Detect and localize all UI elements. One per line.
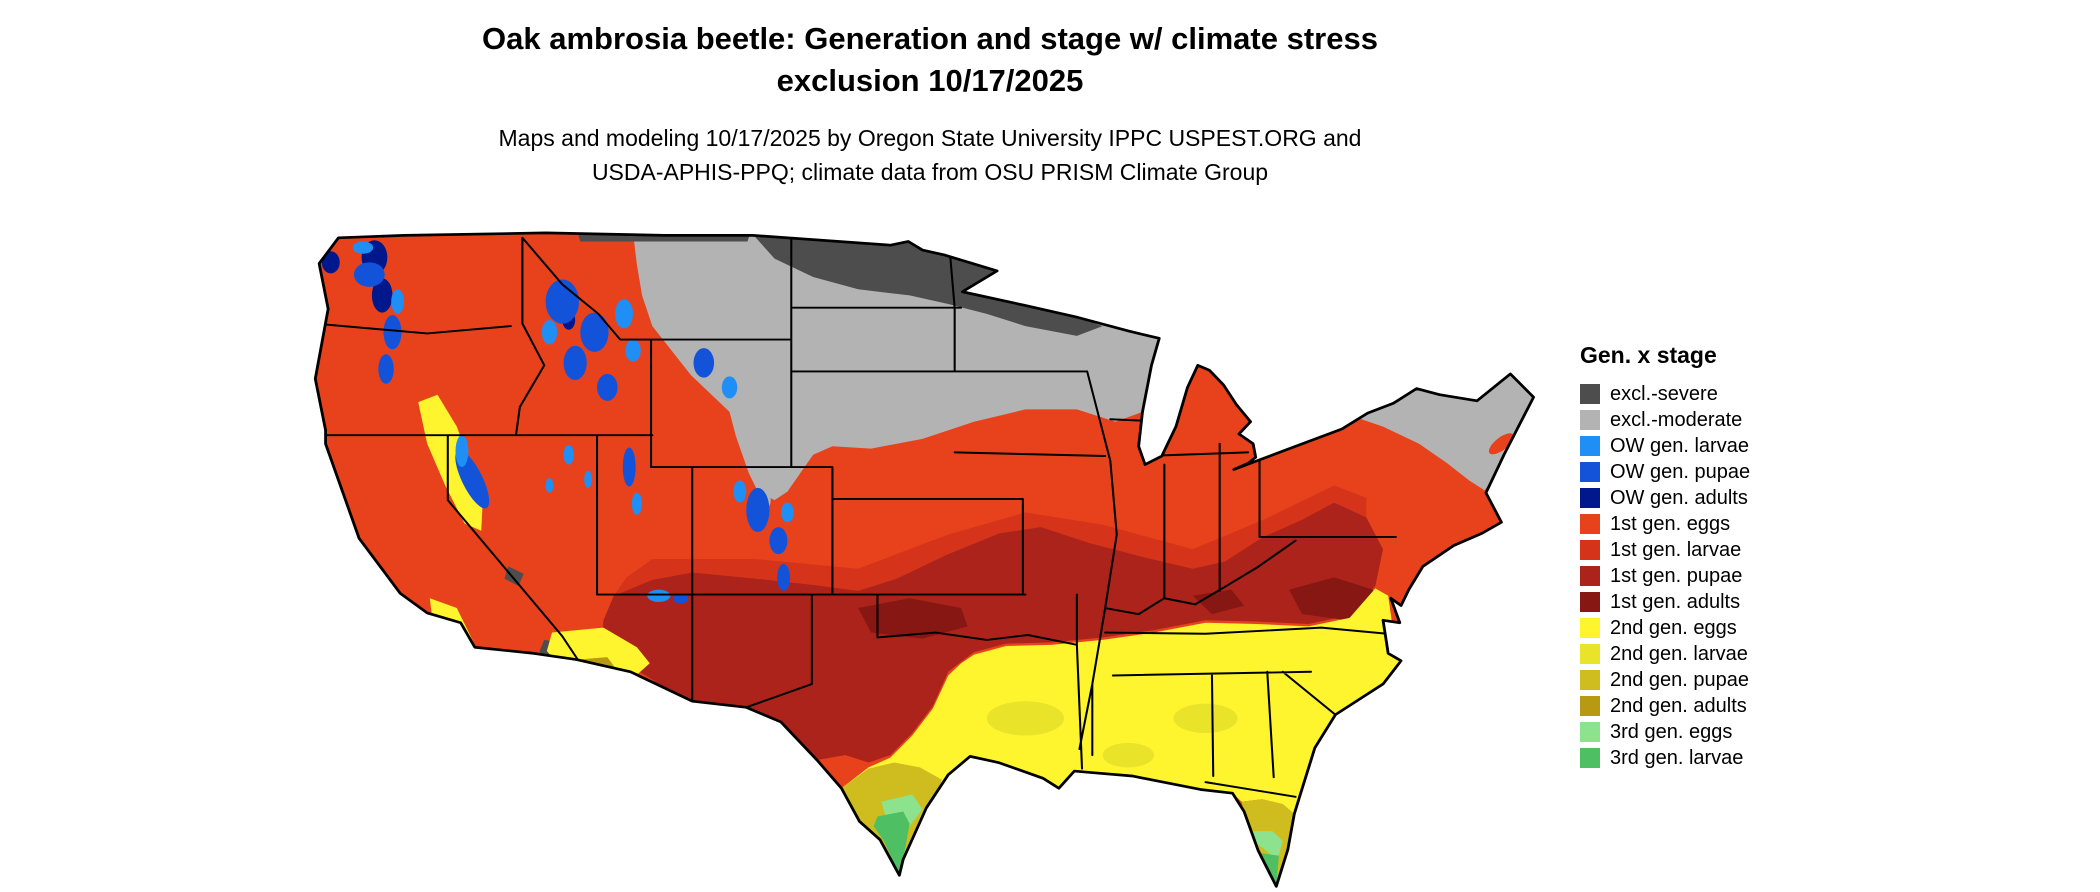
region-ow-gen-larvae — [352, 241, 794, 602]
legend-item: 3rd gen. larvae — [1580, 745, 1840, 771]
legend-item: excl.-moderate — [1580, 407, 1840, 433]
state-borders — [315, 232, 1403, 798]
legend-item: OW gen. adults — [1580, 485, 1840, 511]
map-title-line2: exclusion 10/17/2025 — [776, 63, 1084, 98]
legend-item-label: 3rd gen. larvae — [1610, 746, 1744, 769]
legend-item-label: 1st gen. adults — [1610, 590, 1741, 613]
region-2nd-gen-larvae — [986, 701, 1238, 768]
map-outline — [313, 231, 1535, 888]
region-ow-gen-pupae — [353, 262, 790, 604]
legend: Gen. x stage excl.-severe excl.-moderate… — [1580, 342, 1840, 771]
legend-swatch — [1580, 488, 1600, 508]
region-1st-gen-larvae — [613, 485, 1367, 596]
legend-item: 1st gen. adults — [1580, 589, 1840, 615]
us-map-svg — [313, 231, 1535, 888]
legend-item: 1st gen. larvae — [1580, 537, 1840, 563]
legend-item-label: excl.-severe — [1610, 382, 1718, 405]
legend-item: 1st gen. pupae — [1580, 563, 1840, 589]
map-credits: Maps and modeling 10/17/2025 by Oregon S… — [0, 121, 1860, 189]
legend-swatch — [1580, 462, 1600, 482]
legend-item-label: OW gen. pupae — [1610, 460, 1751, 483]
legend-item-label: 2nd gen. adults — [1610, 694, 1747, 717]
legend-swatch — [1580, 384, 1600, 404]
legend-swatch — [1580, 618, 1600, 638]
map-title-line1: Oak ambrosia beetle: Generation and stag… — [482, 21, 1378, 56]
legend-item: 2nd gen. larvae — [1580, 641, 1840, 667]
legend-item-label: 2nd gen. eggs — [1610, 616, 1737, 639]
legend-item: 2nd gen. adults — [1580, 693, 1840, 719]
us-map — [305, 228, 1540, 890]
map-credits-line1: Maps and modeling 10/17/2025 by Oregon S… — [498, 125, 1362, 151]
map-title: Oak ambrosia beetle: Generation and stag… — [0, 18, 1860, 102]
legend-item: 1st gen. eggs — [1580, 511, 1840, 537]
legend-swatch — [1580, 722, 1600, 742]
legend-swatch — [1580, 644, 1600, 664]
legend-swatch — [1580, 696, 1600, 716]
legend-title: Gen. x stage — [1580, 342, 1717, 368]
legend-item-label: 2nd gen. larvae — [1610, 642, 1748, 665]
legend-item: OW gen. larvae — [1580, 433, 1840, 459]
legend-swatch — [1580, 410, 1600, 430]
legend-swatch — [1580, 540, 1600, 560]
legend-item: OW gen. pupae — [1580, 459, 1840, 485]
legend-item-label: excl.-moderate — [1610, 408, 1743, 431]
legend-item: excl.-severe — [1580, 381, 1840, 407]
legend-item-label: 1st gen. eggs — [1610, 512, 1731, 535]
legend-swatch — [1580, 566, 1600, 586]
legend-item: 2nd gen. eggs — [1580, 615, 1840, 641]
legend-swatch — [1580, 436, 1600, 456]
legend-swatch — [1580, 748, 1600, 768]
legend-item-label: 1st gen. larvae — [1610, 538, 1742, 561]
region-northeast-red-valleys — [1436, 433, 1514, 494]
legend-item-label: OW gen. larvae — [1610, 434, 1749, 457]
legend-item-label: 1st gen. pupae — [1610, 564, 1743, 587]
map-credits-line2: USDA-APHIS-PPQ; climate data from OSU PR… — [591, 159, 1269, 185]
region-3rd-gen — [873, 794, 1283, 887]
legend-swatch — [1580, 514, 1600, 534]
legend-swatch — [1580, 670, 1600, 690]
legend-item-label: 2nd gen. pupae — [1610, 668, 1750, 691]
legend-item: 2nd gen. pupae — [1580, 667, 1840, 693]
legend-swatch — [1580, 592, 1600, 612]
legend-item: 3rd gen. eggs — [1580, 719, 1840, 745]
legend-item-label: OW gen. adults — [1610, 486, 1748, 509]
legend-item-label: 3rd gen. eggs — [1610, 720, 1733, 743]
